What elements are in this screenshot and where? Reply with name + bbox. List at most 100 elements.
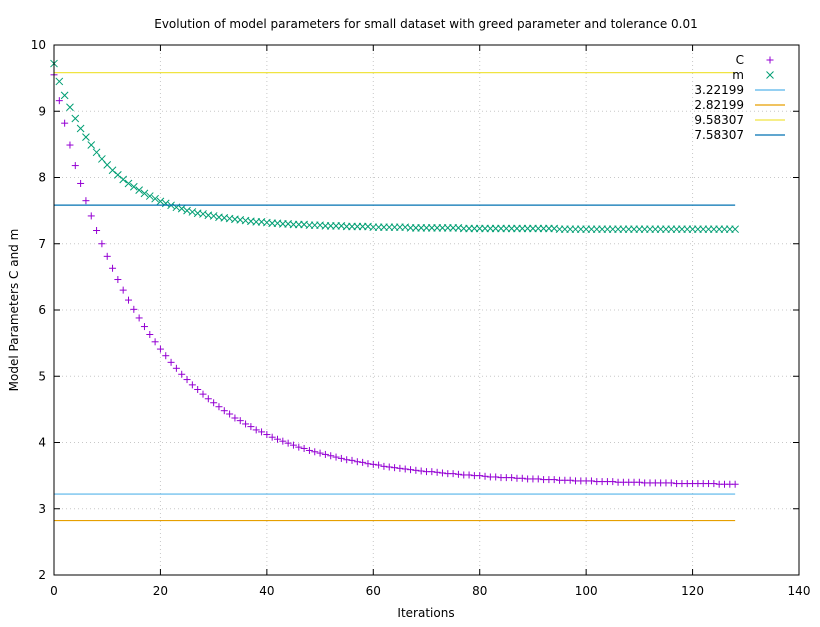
x-tick-label: 120 bbox=[681, 584, 704, 598]
legend-key-marker bbox=[766, 71, 774, 79]
data-point bbox=[140, 189, 149, 198]
x-tick-label: 140 bbox=[788, 584, 811, 598]
data-point bbox=[60, 91, 69, 100]
legend-label: 2.82199 bbox=[694, 98, 744, 112]
y-tick-label: 4 bbox=[38, 436, 46, 450]
data-point bbox=[209, 212, 218, 220]
data-point bbox=[183, 206, 191, 215]
y-tick-label: 5 bbox=[38, 369, 46, 383]
data-point bbox=[114, 276, 122, 284]
data-point bbox=[124, 179, 133, 188]
data-point bbox=[428, 468, 436, 476]
data-point bbox=[145, 192, 154, 200]
data-point bbox=[667, 479, 675, 487]
y-tick-label: 9 bbox=[38, 104, 46, 118]
y-tick-label: 2 bbox=[38, 568, 46, 582]
data-point bbox=[162, 352, 170, 360]
legend-entry: 2.82199 bbox=[694, 98, 785, 112]
data-point bbox=[635, 478, 643, 486]
legend-key-marker bbox=[766, 56, 774, 64]
data-point bbox=[396, 464, 404, 472]
data-point bbox=[77, 179, 85, 187]
data-point bbox=[609, 478, 617, 486]
data-point bbox=[140, 323, 148, 331]
data-point bbox=[476, 472, 484, 480]
data-point bbox=[375, 461, 383, 469]
data-point bbox=[492, 473, 500, 481]
chart-title: Evolution of model parameters for small … bbox=[154, 17, 698, 31]
series-0-points bbox=[50, 71, 739, 488]
grid bbox=[54, 45, 799, 575]
data-point bbox=[93, 227, 101, 234]
data-point bbox=[316, 449, 324, 457]
data-point bbox=[295, 443, 303, 451]
y-tick-label: 3 bbox=[38, 502, 46, 516]
data-point bbox=[66, 103, 74, 112]
series-group bbox=[50, 59, 739, 522]
data-point bbox=[534, 475, 542, 483]
x-axis-label: Iterations bbox=[397, 606, 454, 620]
data-point bbox=[188, 381, 196, 389]
legend-label: m bbox=[732, 68, 744, 82]
data-point bbox=[130, 305, 138, 313]
y-tick-label: 8 bbox=[38, 171, 46, 185]
legend-entry: 9.58307 bbox=[694, 113, 785, 127]
x-tick-label: 80 bbox=[472, 584, 487, 598]
data-point bbox=[204, 395, 212, 403]
data-point bbox=[220, 407, 228, 415]
data-point bbox=[183, 376, 191, 384]
data-point bbox=[508, 474, 516, 482]
data-point bbox=[337, 454, 345, 462]
data-point bbox=[417, 467, 425, 475]
data-point bbox=[353, 458, 361, 466]
data-point bbox=[258, 428, 266, 436]
legend-label: 7.58307 bbox=[694, 128, 744, 142]
data-point bbox=[177, 204, 186, 213]
data-point bbox=[119, 286, 127, 294]
x-tick-label: 20 bbox=[153, 584, 168, 598]
data-point bbox=[129, 182, 138, 191]
axis-ticks: 0 20 40 60 80 100 120 140 2 3 4 5 6 7 8 9 10 bbox=[31, 38, 811, 598]
data-point bbox=[236, 417, 244, 425]
data-point bbox=[82, 133, 90, 141]
data-point bbox=[279, 437, 287, 445]
legend-label: 9.58307 bbox=[694, 113, 744, 127]
data-point bbox=[188, 208, 197, 216]
y-axis-label: Model Parameters C and m bbox=[7, 229, 21, 392]
data-point bbox=[311, 448, 319, 456]
y-tick-label: 10 bbox=[31, 38, 46, 52]
data-point bbox=[199, 390, 207, 398]
x-tick-label: 40 bbox=[259, 584, 274, 598]
data-point bbox=[385, 463, 393, 471]
data-point bbox=[98, 240, 106, 248]
data-point bbox=[454, 470, 462, 478]
data-point bbox=[109, 264, 117, 272]
data-point bbox=[587, 477, 595, 485]
data-point bbox=[369, 460, 377, 468]
data-point bbox=[481, 472, 489, 480]
data-point bbox=[231, 414, 239, 422]
data-point bbox=[710, 480, 718, 488]
data-point bbox=[359, 458, 367, 466]
data-point bbox=[550, 476, 558, 484]
y-tick-label: 7 bbox=[38, 237, 46, 251]
data-point bbox=[412, 466, 420, 474]
legend-label: 3.22199 bbox=[694, 83, 744, 97]
data-point bbox=[327, 452, 335, 460]
data-point bbox=[332, 453, 340, 461]
data-point bbox=[172, 364, 180, 372]
data-point bbox=[92, 148, 101, 157]
data-point bbox=[438, 469, 446, 477]
series-1-points bbox=[50, 59, 739, 234]
data-point bbox=[449, 470, 457, 478]
data-point bbox=[348, 456, 356, 464]
data-point bbox=[156, 345, 164, 353]
data-point bbox=[274, 435, 281, 443]
data-point bbox=[156, 197, 165, 206]
data-point bbox=[215, 403, 223, 411]
data-point bbox=[343, 456, 351, 464]
legend-entry: m bbox=[732, 68, 774, 82]
x-tick-label: 100 bbox=[575, 584, 598, 598]
